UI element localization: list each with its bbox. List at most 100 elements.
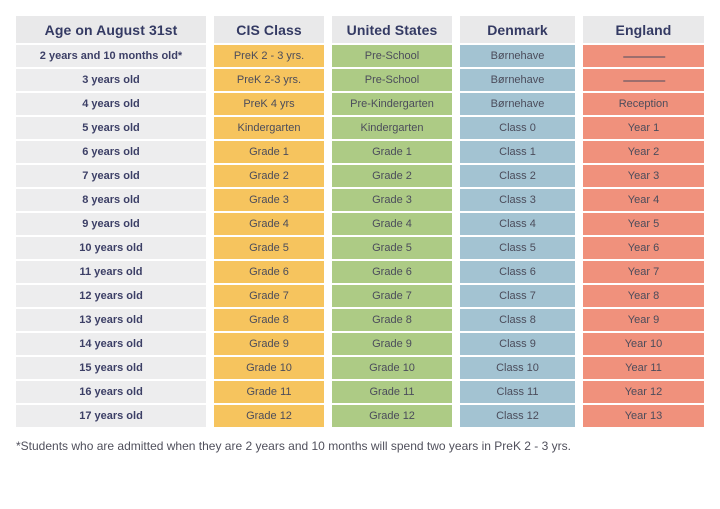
cell-united-states: Grade 3 — [332, 189, 452, 211]
cell-age: 3 years old — [16, 69, 206, 91]
cell-england: Year 1 — [583, 117, 704, 139]
cell-denmark: Class 0 — [460, 117, 575, 139]
cell-denmark: Class 5 — [460, 237, 575, 259]
cell-cis-class: Kindergarten — [214, 117, 324, 139]
cell-england: Year 8 — [583, 285, 704, 307]
table-row: 5 years old Kindergarten Kindergarten Cl… — [16, 117, 704, 139]
cell-cis-class: Grade 8 — [214, 309, 324, 331]
cell-united-states: Pre-Kindergarten — [332, 93, 452, 115]
cell-england: Year 3 — [583, 165, 704, 187]
cell-denmark: Class 11 — [460, 381, 575, 403]
cell-cis-class: Grade 12 — [214, 405, 324, 427]
table-row: 8 years old Grade 3 Grade 3 Class 3 Year… — [16, 189, 704, 211]
cell-denmark: Class 8 — [460, 309, 575, 331]
cell-cis-class: PreK 2-3 yrs. — [214, 69, 324, 91]
cell-united-states: Grade 5 — [332, 237, 452, 259]
cell-england-dash: ——— — [583, 45, 704, 67]
table-row: 3 years old PreK 2-3 yrs. Pre-School Bør… — [16, 69, 704, 91]
cell-england: Year 6 — [583, 237, 704, 259]
cell-united-states: Grade 9 — [332, 333, 452, 355]
cell-cis-class: Grade 7 — [214, 285, 324, 307]
cell-cis-class: Grade 9 — [214, 333, 324, 355]
cell-england-dash: ——— — [583, 69, 704, 91]
cell-cis-class: Grade 11 — [214, 381, 324, 403]
cell-age: 5 years old — [16, 117, 206, 139]
cell-united-states: Grade 12 — [332, 405, 452, 427]
cell-cis-class: Grade 4 — [214, 213, 324, 235]
cell-age: 17 years old — [16, 405, 206, 427]
table-row: 7 years old Grade 2 Grade 2 Class 2 Year… — [16, 165, 704, 187]
cell-age: 11 years old — [16, 261, 206, 283]
cell-denmark: Class 9 — [460, 333, 575, 355]
column-header-age: Age on August 31st — [16, 16, 206, 43]
grade-equivalence-table: Age on August 31st CIS Class United Stat… — [8, 14, 712, 429]
cell-united-states: Pre-School — [332, 45, 452, 67]
cell-england: Year 4 — [583, 189, 704, 211]
table-row: 14 years old Grade 9 Grade 9 Class 9 Yea… — [16, 333, 704, 355]
cell-denmark: Class 4 — [460, 213, 575, 235]
cell-age: 12 years old — [16, 285, 206, 307]
column-header-cis-class: CIS Class — [214, 16, 324, 43]
cell-age: 15 years old — [16, 357, 206, 379]
cell-denmark: Class 12 — [460, 405, 575, 427]
cell-denmark: Class 10 — [460, 357, 575, 379]
table-row: 17 years old Grade 12 Grade 12 Class 12 … — [16, 405, 704, 427]
cell-age: 16 years old — [16, 381, 206, 403]
cell-denmark: Class 2 — [460, 165, 575, 187]
cell-denmark: Børnehave — [460, 69, 575, 91]
table-row: 12 years old Grade 7 Grade 7 Class 7 Yea… — [16, 285, 704, 307]
page-container: Age on August 31st CIS Class United Stat… — [8, 14, 712, 453]
cell-age: 4 years old — [16, 93, 206, 115]
cell-cis-class: Grade 5 — [214, 237, 324, 259]
cell-united-states: Pre-School — [332, 69, 452, 91]
table-row: 13 years old Grade 8 Grade 8 Class 8 Yea… — [16, 309, 704, 331]
cell-age: 13 years old — [16, 309, 206, 331]
cell-cis-class: PreK 4 yrs — [214, 93, 324, 115]
table-row: 15 years old Grade 10 Grade 10 Class 10 … — [16, 357, 704, 379]
cell-united-states: Grade 1 — [332, 141, 452, 163]
cell-united-states: Grade 8 — [332, 309, 452, 331]
cell-age: 14 years old — [16, 333, 206, 355]
cell-age: 9 years old — [16, 213, 206, 235]
cell-age: 2 years and 10 months old* — [16, 45, 206, 67]
cell-england: Year 2 — [583, 141, 704, 163]
cell-england: Year 12 — [583, 381, 704, 403]
cell-cis-class: Grade 3 — [214, 189, 324, 211]
cell-united-states: Grade 6 — [332, 261, 452, 283]
cell-age: 7 years old — [16, 165, 206, 187]
cell-denmark: Class 3 — [460, 189, 575, 211]
cell-age: 8 years old — [16, 189, 206, 211]
cell-england: Year 13 — [583, 405, 704, 427]
cell-denmark: Class 6 — [460, 261, 575, 283]
cell-england: Year 5 — [583, 213, 704, 235]
cell-england: Year 9 — [583, 309, 704, 331]
cell-cis-class: Grade 2 — [214, 165, 324, 187]
cell-united-states: Grade 11 — [332, 381, 452, 403]
cell-united-states: Kindergarten — [332, 117, 452, 139]
cell-denmark: Class 1 — [460, 141, 575, 163]
footnote-text: *Students who are admitted when they are… — [16, 439, 571, 453]
cell-united-states: Grade 10 — [332, 357, 452, 379]
cell-denmark: Børnehave — [460, 93, 575, 115]
cell-cis-class: Grade 10 — [214, 357, 324, 379]
column-header-england: England — [583, 16, 704, 43]
table-header-row: Age on August 31st CIS Class United Stat… — [16, 16, 704, 43]
cell-england: Year 10 — [583, 333, 704, 355]
cell-cis-class: Grade 6 — [214, 261, 324, 283]
table-row: 2 years and 10 months old* PreK 2 - 3 yr… — [16, 45, 704, 67]
cell-age: 10 years old — [16, 237, 206, 259]
column-header-denmark: Denmark — [460, 16, 575, 43]
column-header-united-states: United States — [332, 16, 452, 43]
cell-england: Year 7 — [583, 261, 704, 283]
table-row: 6 years old Grade 1 Grade 1 Class 1 Year… — [16, 141, 704, 163]
table-row: 16 years old Grade 11 Grade 11 Class 11 … — [16, 381, 704, 403]
cell-denmark: Børnehave — [460, 45, 575, 67]
table-row: 11 years old Grade 6 Grade 6 Class 6 Yea… — [16, 261, 704, 283]
cell-united-states: Grade 7 — [332, 285, 452, 307]
cell-denmark: Class 7 — [460, 285, 575, 307]
table-row: 10 years old Grade 5 Grade 5 Class 5 Yea… — [16, 237, 704, 259]
cell-england: Reception — [583, 93, 704, 115]
cell-united-states: Grade 4 — [332, 213, 452, 235]
cell-cis-class: PreK 2 - 3 yrs. — [214, 45, 324, 67]
table-row: 4 years old PreK 4 yrs Pre-Kindergarten … — [16, 93, 704, 115]
